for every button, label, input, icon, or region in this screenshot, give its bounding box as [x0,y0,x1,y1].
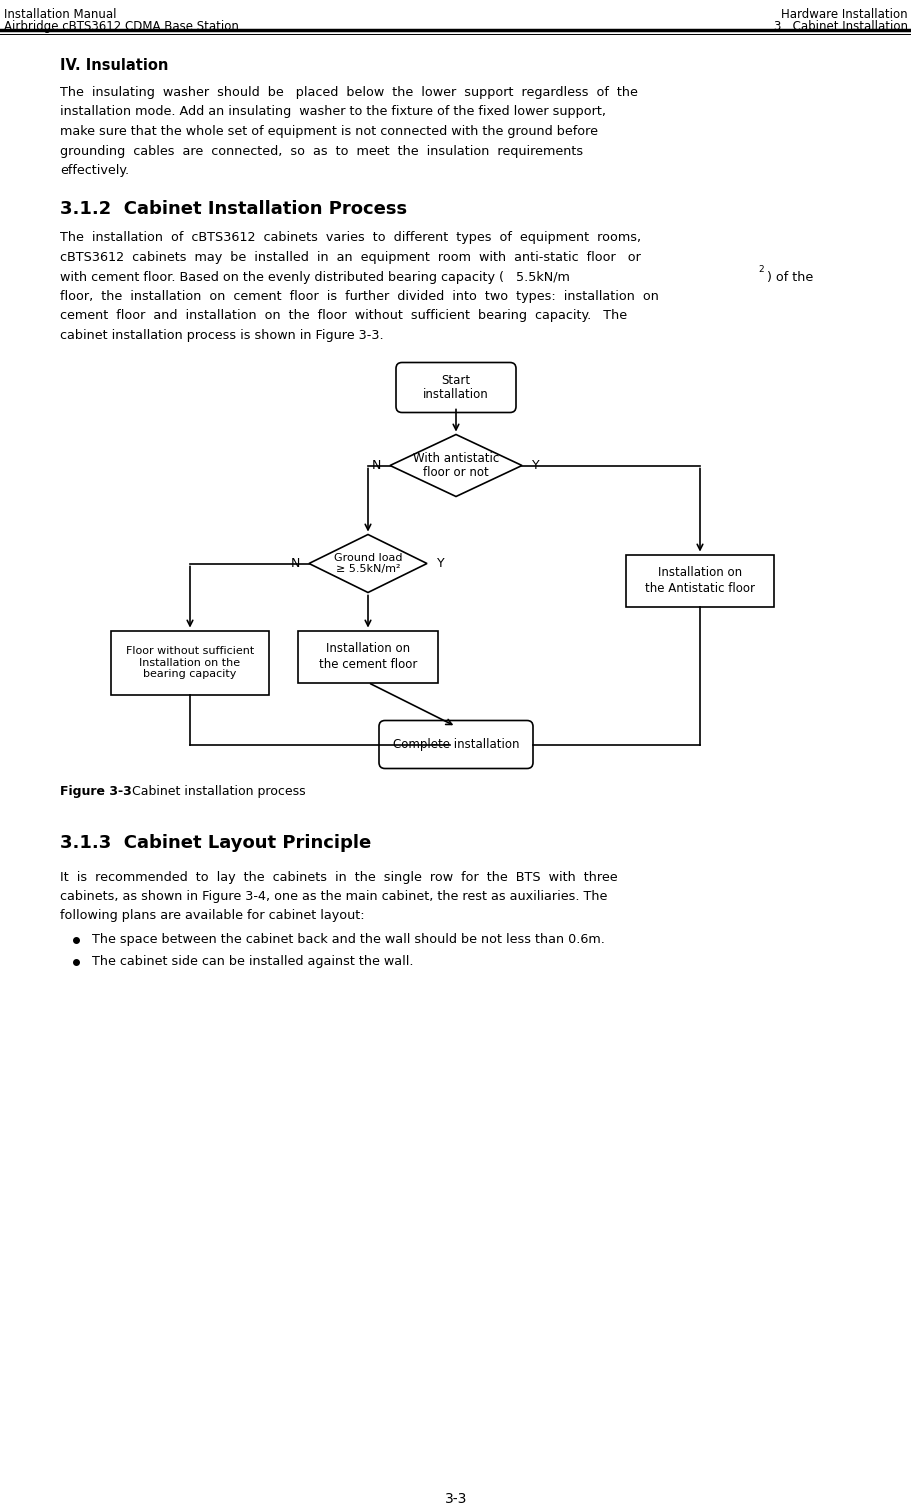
FancyBboxPatch shape [395,362,516,412]
Text: 2: 2 [757,266,763,275]
Text: cement  floor  and  installation  on  the  floor  without  sufficient  bearing  : cement floor and installation on the flo… [60,310,627,323]
Text: make sure that the whole set of equipment is not connected with the ground befor: make sure that the whole set of equipmen… [60,125,598,137]
Bar [298,631,437,683]
Text: N: N [290,557,300,569]
Text: grounding  cables  are  connected,  so  as  to  meet  the  insulation  requireme: grounding cables are connected, so as to… [60,145,582,157]
Text: Start
installation: Start installation [423,373,488,402]
Text: IV. Insulation: IV. Insulation [60,57,169,72]
Text: 3   Cabinet Installation: 3 Cabinet Installation [773,20,907,33]
Text: Y: Y [532,459,539,473]
Polygon shape [309,535,426,592]
Text: The cabinet side can be installed against the wall.: The cabinet side can be installed agains… [92,954,413,968]
Text: installation mode. Add an insulating  washer to the fixture of the fixed lower s: installation mode. Add an insulating was… [60,106,605,118]
Text: cabinets, as shown in Figure 3-4, one as the main cabinet, the rest as auxiliari: cabinets, as shown in Figure 3-4, one as… [60,889,607,903]
Text: cBTS3612  cabinets  may  be  installed  in  an  equipment  room  with  anti-stat: cBTS3612 cabinets may be installed in an… [60,251,640,264]
Text: 3.1.2  Cabinet Installation Process: 3.1.2 Cabinet Installation Process [60,199,406,217]
Text: The  installation  of  cBTS3612  cabinets  varies  to  different  types  of  equ: The installation of cBTS3612 cabinets va… [60,231,640,245]
Text: with cement floor. Based on the evenly distributed bearing capacity (   5.5kN/m: with cement floor. Based on the evenly d… [60,270,569,284]
Text: effectively.: effectively. [60,165,129,177]
Text: Installation on
the cement floor: Installation on the cement floor [319,642,416,670]
Text: Cabinet installation process: Cabinet installation process [128,785,305,797]
Polygon shape [390,435,521,497]
Text: N: N [371,459,380,473]
Text: floor,  the  installation  on  cement  floor  is  further  divided  into  two  t: floor, the installation on cement floor … [60,290,658,304]
Text: The  insulating  washer  should  be   placed  below  the  lower  support  regard: The insulating washer should be placed b… [60,86,637,100]
Text: Ground load
≥ 5.5kN/m²: Ground load ≥ 5.5kN/m² [333,553,402,574]
Bar [111,631,269,695]
Text: With antistatic
floor or not: With antistatic floor or not [413,451,498,480]
Bar [625,554,773,607]
Text: Installation on
the Antistatic floor: Installation on the Antistatic floor [644,566,754,595]
Text: Y: Y [436,557,445,569]
Text: Airbridge cBTS3612 CDMA Base Station: Airbridge cBTS3612 CDMA Base Station [4,20,239,33]
FancyBboxPatch shape [379,720,532,769]
Text: 3-3: 3-3 [445,1492,466,1505]
Text: cabinet installation process is shown in Figure 3-3.: cabinet installation process is shown in… [60,329,384,341]
Text: Installation Manual: Installation Manual [4,8,117,21]
Text: Figure 3-3: Figure 3-3 [60,785,131,797]
Text: The space between the cabinet back and the wall should be not less than 0.6m.: The space between the cabinet back and t… [92,933,604,945]
Text: Complete installation: Complete installation [393,738,518,750]
Text: Floor without sufficient
Installation on the
bearing capacity: Floor without sufficient Installation on… [126,646,254,680]
Text: ) of the: ) of the [766,270,813,284]
Text: following plans are available for cabinet layout:: following plans are available for cabine… [60,909,364,923]
Text: Hardware Installation: Hardware Installation [781,8,907,21]
Text: 3.1.3  Cabinet Layout Principle: 3.1.3 Cabinet Layout Principle [60,835,371,853]
Text: It  is  recommended  to  lay  the  cabinets  in  the  single  row  for  the  BTS: It is recommended to lay the cabinets in… [60,870,617,883]
